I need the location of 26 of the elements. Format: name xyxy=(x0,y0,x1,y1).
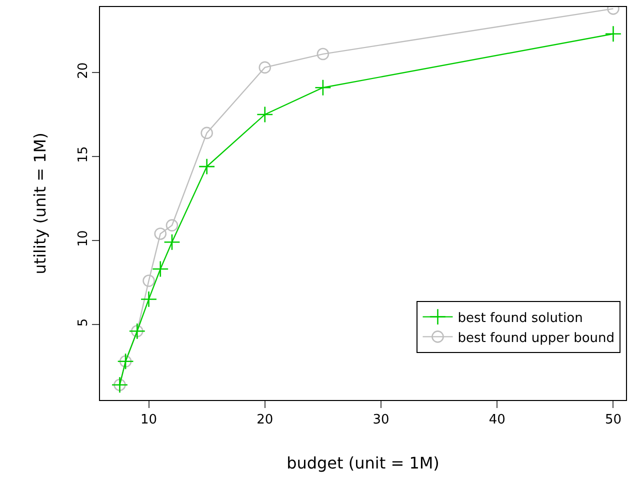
y-tick-label: 20 xyxy=(76,62,91,79)
x-tick-label: 20 xyxy=(256,412,274,428)
point xyxy=(198,158,216,175)
point xyxy=(166,219,178,232)
point xyxy=(140,290,158,308)
legend-label: best found solution xyxy=(458,310,583,326)
point xyxy=(604,26,622,42)
x-tick-label: 40 xyxy=(488,412,506,428)
point xyxy=(142,274,155,287)
y-tick-label: 5 xyxy=(76,318,91,327)
point xyxy=(258,61,272,74)
x-tick-label: 10 xyxy=(140,412,158,428)
y-tick-label: 10 xyxy=(76,230,91,247)
x-tick-label: 50 xyxy=(604,412,622,428)
legend-label: best found upper bound xyxy=(458,330,615,346)
y-axis-title: utility (unit = 1M) xyxy=(30,132,50,274)
point xyxy=(256,106,274,123)
point xyxy=(152,260,169,278)
x-tick-label: 30 xyxy=(372,412,390,428)
point xyxy=(164,234,180,250)
point xyxy=(314,79,332,96)
point xyxy=(316,48,330,60)
point xyxy=(154,228,167,240)
x-axis-title: budget (unit = 1M) xyxy=(286,453,440,472)
point xyxy=(200,126,213,140)
y-tick-label: 15 xyxy=(76,146,91,163)
